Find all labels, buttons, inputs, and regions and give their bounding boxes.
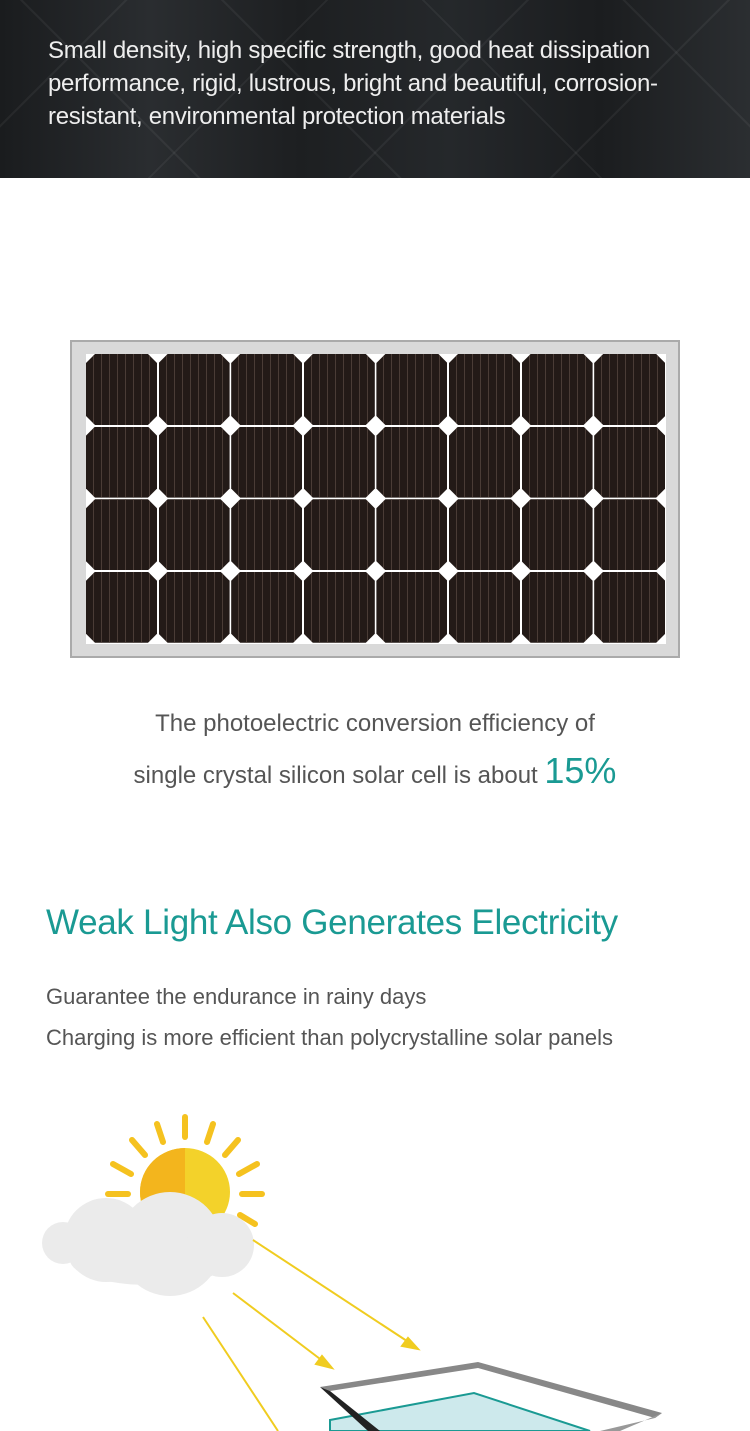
solar-panel-cells: [86, 354, 666, 644]
solar-cell: [376, 499, 448, 571]
efficiency-text: single crystal silicon solar cell is abo…: [133, 762, 538, 789]
solar-cell: [303, 499, 375, 571]
solar-cell: [303, 571, 375, 643]
efficiency-line-1: The photoelectric conversion efficiency …: [155, 710, 595, 737]
section-title: Weak Light Also Generates Electricity: [46, 903, 618, 942]
efficiency-value: 15%: [544, 750, 617, 791]
solar-cell: [594, 426, 666, 498]
solar-cell: [158, 571, 230, 643]
solar-cell: [449, 571, 520, 643]
cloud: [42, 1192, 254, 1296]
solar-cell: [521, 499, 593, 571]
solar-cell: [86, 426, 157, 498]
solar-cell: [521, 571, 593, 643]
solar-cell: [231, 354, 303, 425]
solar-cell: [449, 354, 520, 425]
solar-cell: [449, 426, 520, 498]
efficiency-line-2: single crystal silicon solar cell is abo…: [0, 750, 750, 792]
hero-text: Small density, high specific strength, g…: [48, 37, 658, 130]
solar-cell: [158, 499, 230, 571]
solar-cell: [86, 499, 157, 571]
solar-cell: [158, 426, 230, 498]
sun-cloud-panel-icon: [42, 1114, 662, 1431]
solar-cell: [231, 571, 303, 643]
feature-line: Guarantee the endurance in rainy days: [46, 984, 427, 1009]
solar-cell: [231, 426, 303, 498]
solar-panel-icon: [70, 340, 680, 658]
sun-rays: [105, 1114, 265, 1227]
solar-cell: [303, 354, 375, 425]
solar-cell: [376, 571, 448, 643]
light-rays: [202, 1239, 421, 1431]
solar-cell: [86, 571, 157, 643]
solar-cell: [594, 499, 666, 571]
solar-cell: [376, 354, 448, 425]
solar-cell: [376, 426, 448, 498]
solar-cell: [521, 354, 593, 425]
solar-cell: [594, 354, 666, 425]
solar-cell: [594, 571, 666, 643]
solar-cell: [521, 426, 593, 498]
solar-cell: [231, 499, 303, 571]
hero-banner: Small density, high specific strength, g…: [0, 0, 750, 178]
solar-cell: [86, 354, 157, 425]
solar-cell: [449, 499, 520, 571]
solar-cell: [303, 426, 375, 498]
feature-line: Charging is more efficient than polycrys…: [46, 1025, 613, 1050]
solar-cell: [158, 354, 230, 425]
